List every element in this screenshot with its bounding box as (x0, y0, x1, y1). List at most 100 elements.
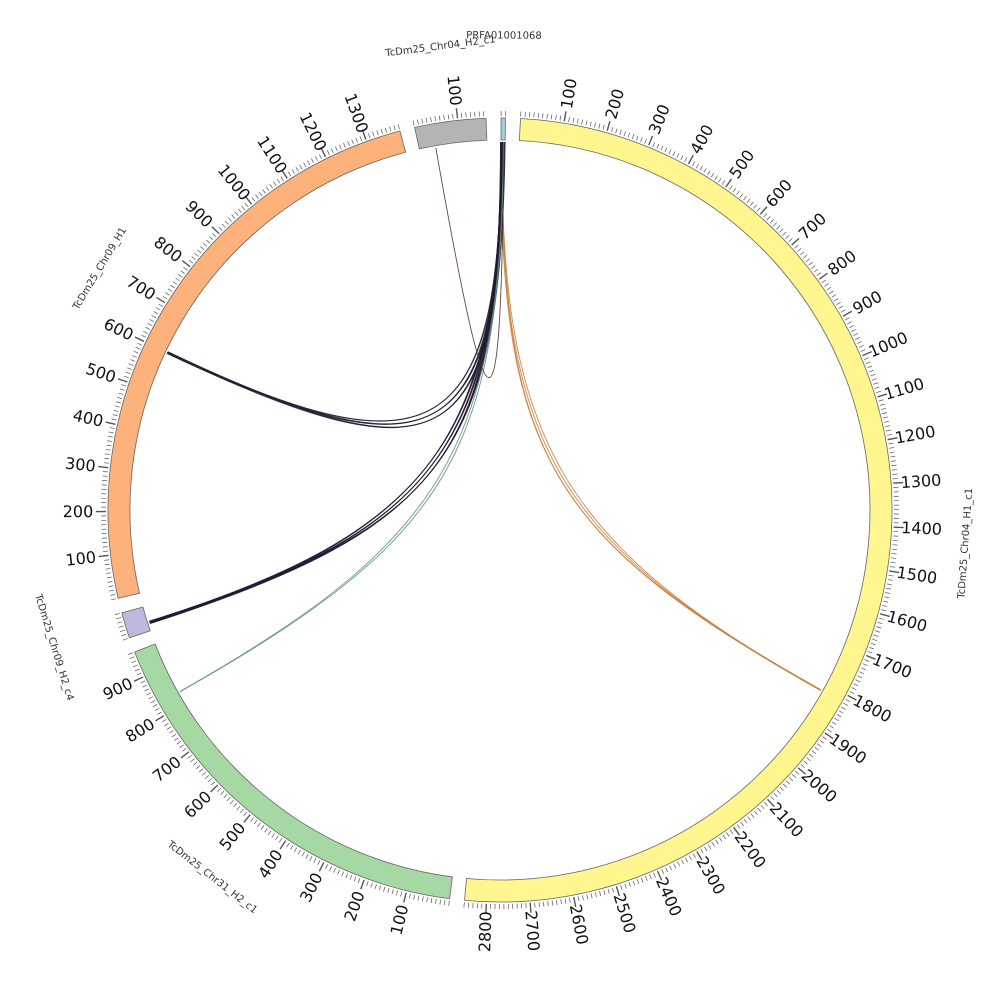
minor-tick (883, 416, 889, 419)
tick-label: 600 (762, 175, 796, 210)
minor-tick (860, 349, 866, 352)
minor-tick (107, 581, 113, 583)
minor-tick (819, 739, 825, 744)
link-ribbon (435, 142, 505, 379)
minor-tick (726, 832, 730, 837)
minor-tick (140, 680, 146, 684)
major-tick (320, 147, 327, 158)
major-tick (180, 751, 190, 759)
minor-tick (826, 286, 832, 291)
minor-tick (887, 579, 893, 581)
minor-tick (370, 882, 373, 888)
minor-tick (703, 168, 707, 173)
minor-tick (443, 900, 446, 906)
tick-label: 600 (180, 787, 215, 822)
minor-tick (615, 128, 618, 134)
minor-tick (109, 589, 115, 592)
tick-label: 600 (101, 314, 137, 344)
minor-tick (855, 679, 861, 683)
minor-tick (353, 876, 357, 882)
minor-tick (123, 375, 129, 379)
minor-tick (253, 819, 258, 825)
minor-tick (882, 605, 888, 607)
minor-tick (834, 717, 839, 722)
minor-tick (174, 737, 179, 741)
minor-tick (843, 702, 848, 706)
minor-tick (303, 162, 307, 168)
minor-tick (144, 688, 150, 692)
minor-tick (602, 124, 605, 130)
minor-tick (105, 449, 111, 451)
minor-tick (218, 226, 223, 231)
minor-tick (669, 865, 673, 871)
minor-tick (378, 885, 382, 891)
major-tick (606, 121, 611, 132)
minor-tick (750, 813, 755, 818)
minor-tick (165, 292, 170, 296)
minor-tick (653, 872, 656, 878)
minor-tick (217, 787, 222, 792)
tick-label: 1300 (900, 470, 942, 492)
minor-tick (877, 621, 883, 625)
minor-tick (359, 136, 363, 142)
minor-tick (439, 899, 441, 905)
minor-tick (816, 272, 821, 276)
minor-tick (149, 319, 155, 323)
minor-tick (695, 163, 699, 169)
segments-layer (107, 117, 893, 903)
minor-tick (337, 869, 340, 875)
minor-tick (890, 561, 896, 564)
minor-tick (822, 736, 827, 740)
minor-tick (110, 594, 116, 596)
minor-tick (782, 231, 787, 236)
minor-tick (814, 746, 819, 751)
minor-tick (736, 190, 740, 196)
minor-tick (585, 120, 588, 126)
minor-tick (684, 857, 688, 863)
minor-tick (776, 789, 781, 794)
segment-tcdm25-chr04-h1-c1 (464, 118, 893, 903)
minor-tick (856, 341, 862, 344)
major-tick (279, 840, 287, 850)
minor-tick (198, 768, 204, 773)
minor-tick (599, 891, 602, 897)
minor-tick (243, 811, 248, 816)
minor-tick (313, 858, 317, 863)
minor-tick (664, 147, 668, 153)
tick-label: 300 (64, 454, 96, 476)
minor-tick (109, 427, 115, 429)
minor-tick (129, 656, 135, 660)
minor-tick (747, 816, 751, 821)
minor-tick (104, 563, 110, 566)
segment-tcdm25-chr09-h2-c4 (121, 606, 151, 639)
minor-tick (879, 403, 885, 406)
tick-label: 1900 (826, 729, 870, 768)
minor-tick (851, 687, 857, 691)
link-tcdm25-chr09-h1 (166, 142, 505, 429)
minor-tick (236, 805, 241, 811)
segment-label: PRFA01001068 (466, 30, 542, 42)
minor-tick (315, 156, 318, 161)
minor-tick (718, 837, 723, 842)
minor-tick (732, 187, 737, 193)
minor-tick (886, 587, 892, 590)
tick-label: 100 (557, 77, 581, 110)
tick-label: 2800 (475, 911, 495, 952)
minor-tick (157, 711, 162, 715)
minor-tick (262, 189, 266, 194)
minor-tick (888, 442, 894, 445)
minor-tick (692, 853, 696, 859)
minor-tick (652, 142, 656, 147)
minor-tick (729, 185, 733, 190)
minor-tick (619, 129, 622, 135)
minor-tick (688, 855, 692, 861)
minor-tick (147, 322, 152, 326)
minor-tick (882, 412, 888, 415)
minor-tick (867, 651, 873, 654)
minor-tick (104, 457, 110, 460)
minor-tick (209, 236, 214, 241)
minor-tick (421, 118, 424, 124)
minor-tick (267, 830, 272, 835)
minor-tick (791, 774, 797, 778)
minor-tick (889, 566, 895, 568)
